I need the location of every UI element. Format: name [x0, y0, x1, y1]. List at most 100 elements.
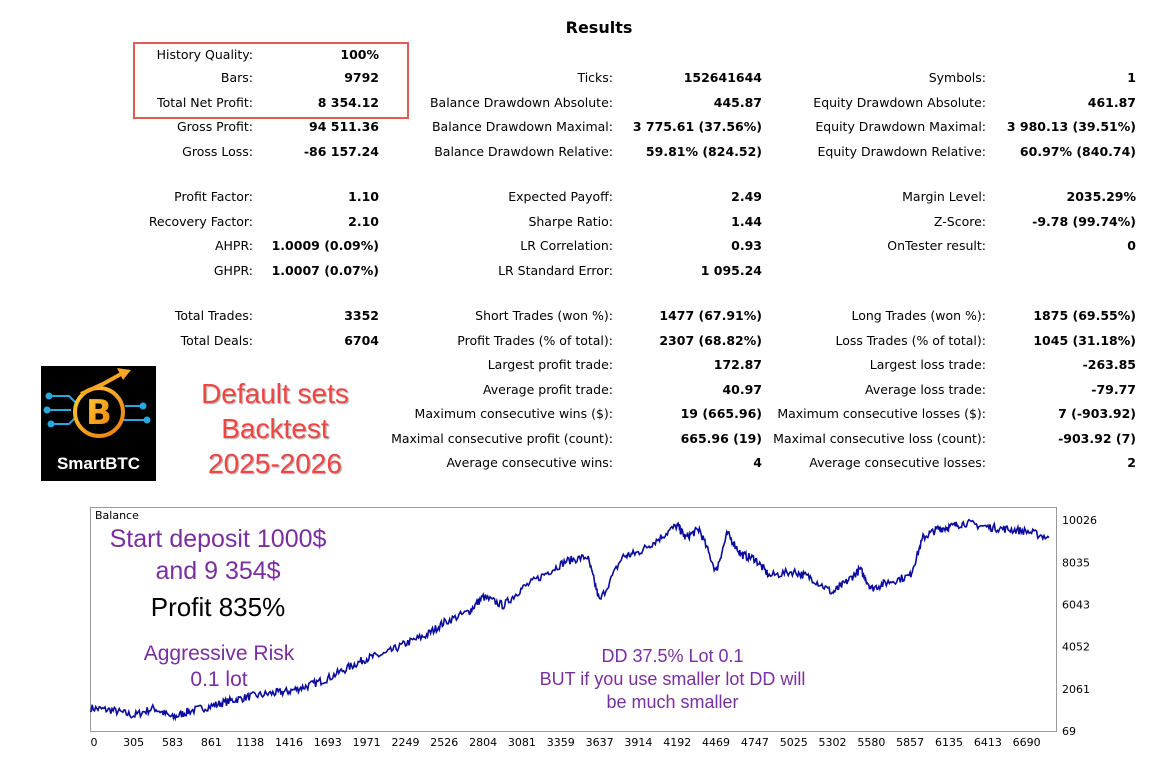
col3-label: Maximal consecutive loss (count):: [773, 431, 986, 446]
x-tick-label: 5025: [780, 736, 808, 749]
risk-text-line1: Aggressive Risk: [143, 642, 295, 665]
x-tick-label: 3081: [508, 736, 536, 749]
col2-label: Average profit trade:: [482, 382, 613, 397]
col1-value: 1.0009 (0.09%): [271, 238, 379, 253]
col2-value: 152641644: [683, 70, 762, 85]
final-balance-text: and 9 354$: [155, 557, 281, 585]
col1-value: 3352: [344, 308, 379, 323]
x-tick-label: 1138: [236, 736, 264, 749]
col1-value: 2.10: [348, 214, 379, 229]
col1-label: AHPR:: [214, 238, 253, 253]
col2-value: 59.81% (824.52): [645, 144, 762, 159]
profit-text: Profit 835%: [150, 592, 286, 622]
x-tick-label: 4469: [702, 736, 730, 749]
start-deposit-text: Start deposit 1000$: [109, 525, 327, 553]
col1-value: 94 511.36: [309, 119, 379, 134]
col2-value: 2.49: [731, 189, 762, 204]
col3-value: 2: [1127, 455, 1136, 470]
col1-label: Total Net Profit:: [157, 95, 253, 110]
x-tick-label: 4192: [663, 736, 691, 749]
col1-label: History Quality:: [156, 47, 253, 62]
red-note-line3: 2025-2026: [208, 448, 342, 479]
dd-text-line2: BUT if you use smaller lot DD will: [539, 669, 806, 689]
col3-value: 60.97% (840.74): [1019, 144, 1136, 159]
col3-label: Margin Level:: [902, 189, 986, 204]
col3-label: Average consecutive losses:: [809, 455, 986, 470]
col3-value: 1045 (31.18%): [1033, 333, 1136, 348]
col3-value: -9.78 (99.74%): [1032, 214, 1136, 229]
col2-value: 1477 (67.91%): [659, 308, 762, 323]
col2-label: Maximal consecutive profit (count):: [391, 431, 613, 446]
col2-value: 3 775.61 (37.56%): [632, 119, 762, 134]
col1-value: 9792: [344, 70, 379, 85]
col3-label: Largest loss trade:: [869, 357, 986, 372]
col3-value: 1875 (69.55%): [1033, 308, 1136, 323]
col2-label: Balance Drawdown Maximal:: [431, 119, 613, 134]
col2-value: 665.96 (19): [680, 431, 762, 446]
col2-value: 1.44: [731, 214, 762, 229]
red-note-line2: Backtest: [221, 413, 329, 444]
col2-value: 0.93: [731, 238, 762, 253]
col3-label: Average loss trade:: [865, 382, 986, 397]
dd-text-line3: be much smaller: [606, 692, 739, 712]
col3-label: Equity Drawdown Maximal:: [815, 119, 986, 134]
col3-label: OnTester result:: [887, 238, 986, 253]
col3-label: Maximum consecutive losses ($):: [777, 406, 986, 421]
col2-value: 2307 (68.82%): [659, 333, 762, 348]
col3-value: 0: [1127, 238, 1136, 253]
col1-value: 100%: [340, 47, 379, 62]
dd-text-line1: DD 37.5% Lot 0.1: [601, 646, 744, 666]
col1-value: 1.10: [348, 189, 379, 204]
x-tick-label: 3637: [586, 736, 614, 749]
x-tick-label: 4747: [741, 736, 769, 749]
col2-label: Expected Payoff:: [508, 189, 613, 204]
red-note-line1: Default sets: [201, 378, 349, 409]
col2-value: 4: [753, 455, 762, 470]
col1-label: Total Deals:: [180, 333, 253, 348]
col2-label: Sharpe Ratio:: [528, 214, 613, 229]
col1-value: 8 354.12: [317, 95, 379, 110]
y-tick-label: 8035: [1062, 556, 1090, 569]
y-tick-label: 6043: [1062, 598, 1090, 611]
x-tick-label: 6690: [1013, 736, 1041, 749]
x-tick-label: 6135: [935, 736, 963, 749]
col2-label: Ticks:: [577, 70, 613, 85]
x-tick-label: 861: [201, 736, 222, 749]
col2-label: Maximum consecutive wins ($):: [414, 406, 613, 421]
y-tick-label: 2061: [1062, 683, 1090, 696]
col2-value: 1 095.24: [700, 263, 762, 278]
col1-label: Total Trades:: [174, 308, 253, 323]
smartbtc-logo: B SmartBTC: [41, 366, 156, 481]
col1-value: -86 157.24: [303, 144, 379, 159]
x-tick-label: 5857: [896, 736, 924, 749]
col2-label: LR Correlation:: [520, 238, 613, 253]
col3-value: -903.92 (7): [1058, 431, 1136, 446]
x-tick-label: 1693: [314, 736, 342, 749]
logo-text: SmartBTC: [56, 454, 141, 473]
x-tick-label: 3914: [624, 736, 652, 749]
x-tick-label: 305: [123, 736, 144, 749]
x-tick-label: 2804: [469, 736, 497, 749]
col1-label: GHPR:: [213, 263, 253, 278]
col2-label: Balance Drawdown Absolute:: [429, 95, 613, 110]
bitcoin-logo-icon: B: [43, 368, 151, 438]
x-tick-label: 583: [162, 736, 183, 749]
col3-label: Symbols:: [928, 70, 986, 85]
col2-value: 40.97: [722, 382, 762, 397]
x-tick-label: 1416: [275, 736, 303, 749]
col3-value: 3 980.13 (39.51%): [1006, 119, 1136, 134]
svg-text:B: B: [86, 393, 112, 433]
y-tick-label: 10026: [1062, 514, 1097, 527]
col3-value: -79.77: [1091, 382, 1136, 397]
x-tick-label: 2249: [392, 736, 420, 749]
col2-label: Average consecutive wins:: [446, 455, 613, 470]
risk-text-line2: 0.1 lot: [190, 668, 248, 691]
col3-value: 2035.29%: [1066, 189, 1136, 204]
results-title: Results: [565, 18, 633, 37]
x-tick-label: 5302: [819, 736, 847, 749]
col2-label: LR Standard Error:: [498, 263, 613, 278]
x-tick-label: 5580: [857, 736, 885, 749]
col3-label: Equity Drawdown Relative:: [817, 144, 986, 159]
col3-label: Equity Drawdown Absolute:: [813, 95, 986, 110]
col1-label: Gross Loss:: [182, 144, 253, 159]
